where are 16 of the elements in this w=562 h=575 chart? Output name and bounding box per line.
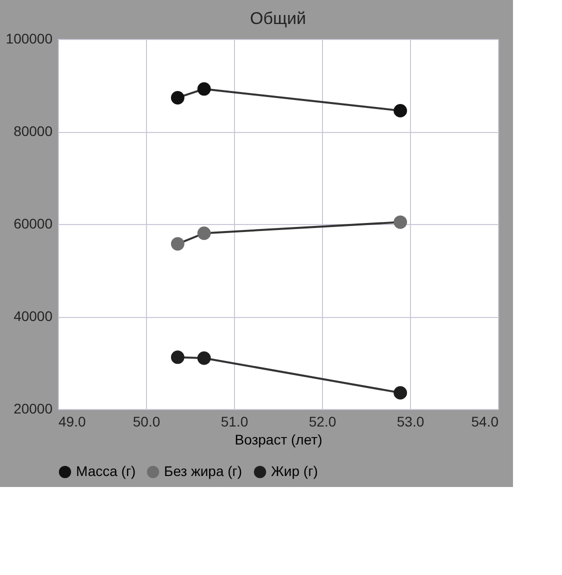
y-tick-label: 100000 [6,30,53,46]
x-axis-title: Возраст (лет) [234,432,322,448]
legend-label: Жир (г) [271,463,318,479]
y-tick-label: 80000 [14,123,53,139]
y-tick-label: 20000 [14,400,53,416]
x-tick-label: 53.0 [396,414,424,430]
legend-label: Масса (г) [76,463,136,479]
y-tick-label: 60000 [14,216,53,232]
x-tick-label: 51.0 [220,414,248,430]
legend-label: Без жира (г) [164,463,242,479]
x-tick-label: 49.0 [58,414,86,430]
chart-title: Общий [250,9,306,28]
x-tick-label: 54.0 [471,414,499,430]
x-tick-label: 50.0 [132,414,160,430]
y-tick-label: 40000 [14,308,53,324]
x-tick-label: 52.0 [308,414,336,430]
